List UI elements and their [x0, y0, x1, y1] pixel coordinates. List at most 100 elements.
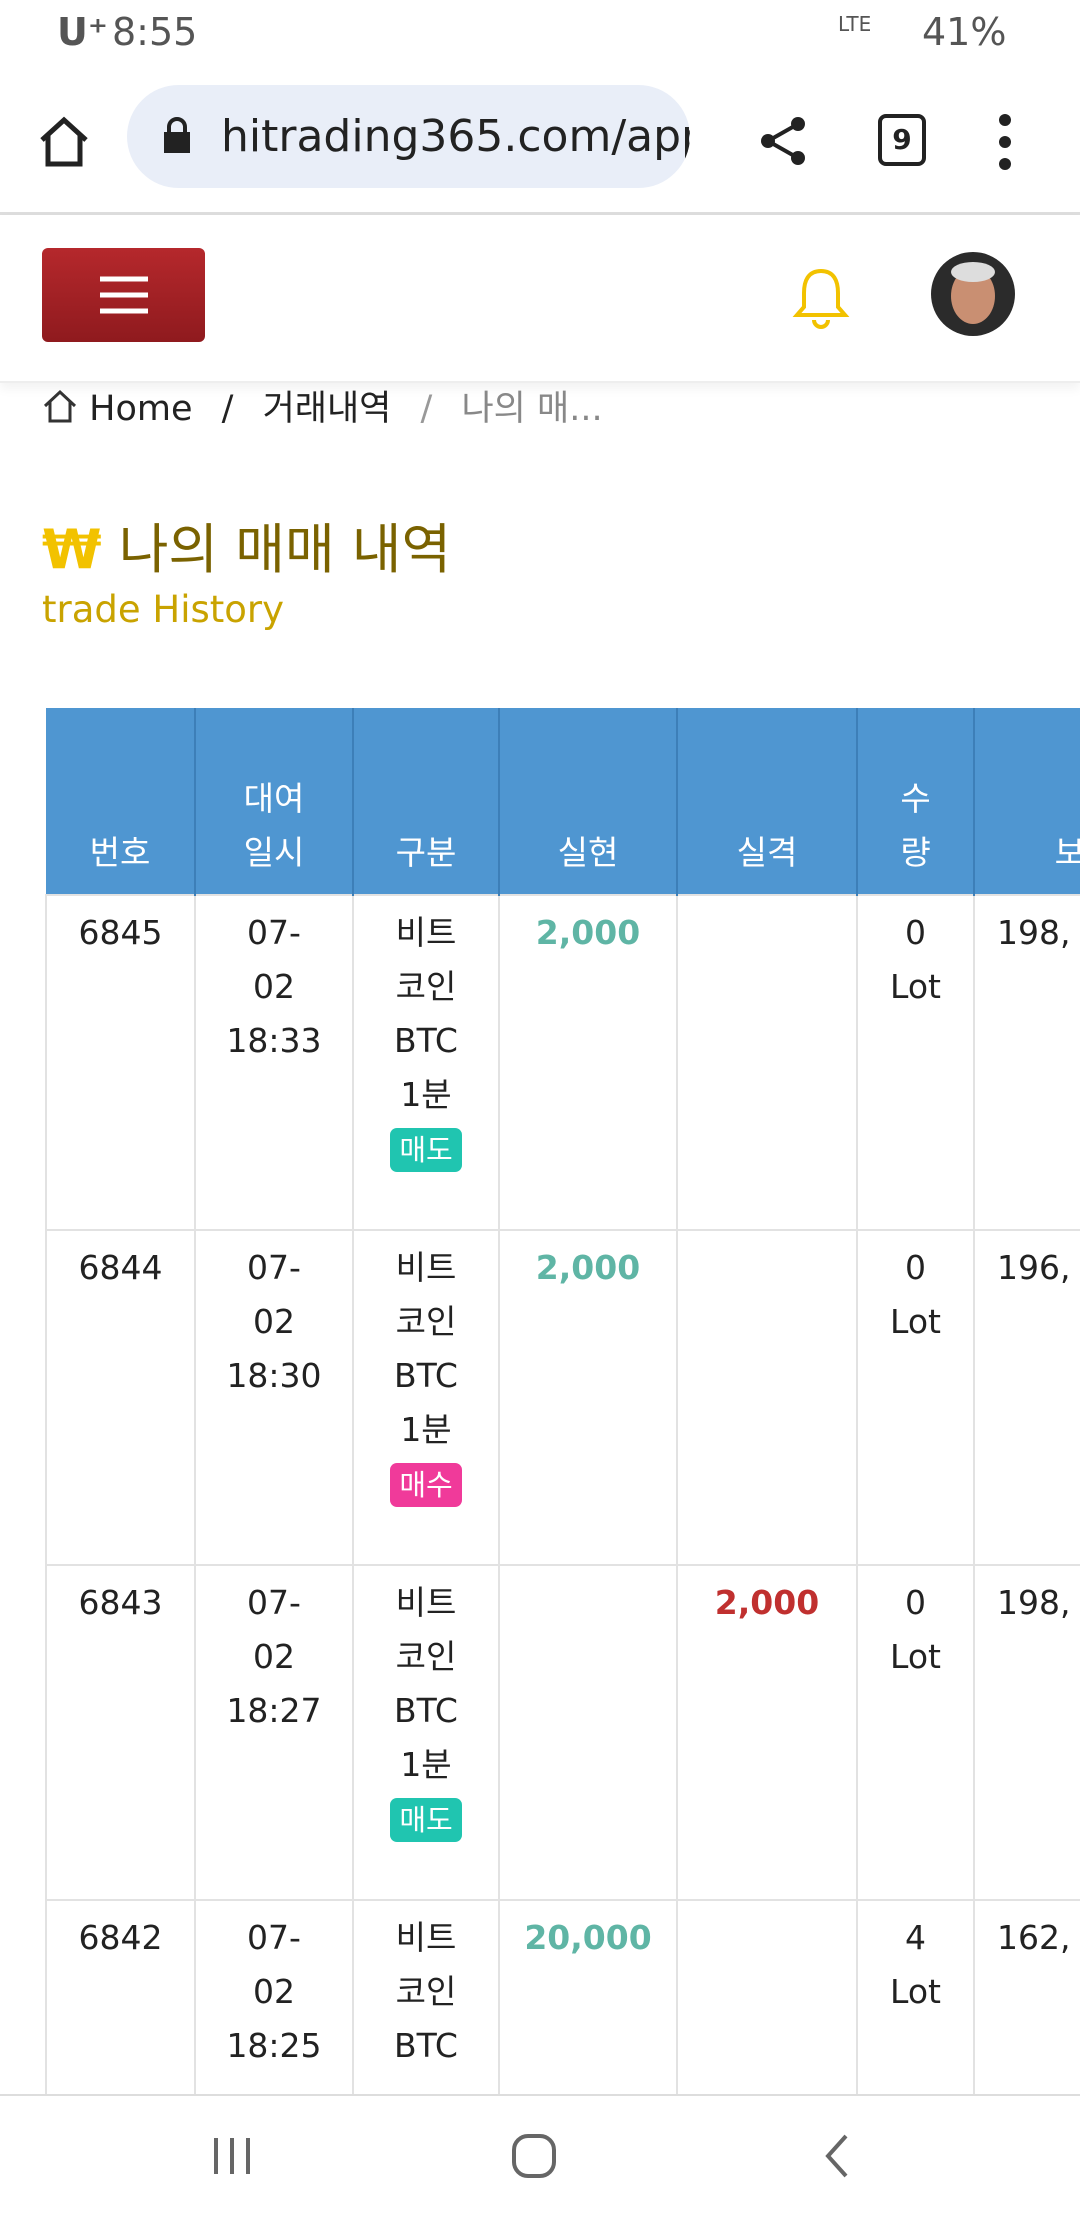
cell-date: 07- 02 18:30: [194, 1229, 354, 1566]
cell-kind: 비트 코인 BTC 1분 매수: [352, 1229, 500, 1566]
profit-value: 2,000: [535, 1248, 641, 1287]
title-text: 나의 매매 내역: [118, 518, 452, 581]
cell-loss: [676, 894, 858, 1231]
url-text: hitrading365.com/app: [221, 111, 690, 162]
kind-line: 1분: [400, 1075, 452, 1114]
header-cell: 구분: [353, 708, 500, 895]
status-bar: U⁺ 8:55 LTE 41%: [0, 0, 1080, 68]
cell-qty: 0 Lot: [856, 894, 975, 1231]
page-subtitle: trade History: [42, 588, 285, 631]
header-text: 실현: [557, 833, 619, 872]
qty-line: Lot: [890, 967, 941, 1006]
kind-line: 비트: [395, 1918, 457, 1957]
kind-line: BTC: [394, 2026, 458, 2065]
cell-qty: 4 Lot: [856, 1899, 975, 2094]
header-text: 실격: [736, 833, 798, 872]
cell-margin: 162,: [973, 1899, 1080, 2094]
cell-loss: [676, 1899, 858, 2094]
cell-margin: 198,: [973, 1564, 1080, 1901]
loss-value: 2,000: [714, 1583, 820, 1622]
cell-loss: [676, 1229, 858, 1566]
more-button[interactable]: [992, 112, 1018, 172]
qty-line: 4: [905, 1918, 926, 1957]
date-line: 07-: [247, 1583, 301, 1622]
carrier: U⁺: [57, 10, 108, 54]
date-line: 18:30: [226, 1356, 322, 1395]
cell-kind: 비트 코인 BTC 1분 매도: [352, 1564, 500, 1901]
nav-bar: [0, 2094, 1080, 2222]
qty-line: Lot: [890, 1637, 941, 1676]
lock-icon: [164, 117, 190, 153]
table-row: 6844 07- 02 18:30 비트 코인 BTC 1분 매수 2,000 0 Lot 196,: [45, 1229, 1080, 1566]
header-cell: 번호: [46, 708, 196, 895]
cell-profit: [498, 1564, 678, 1901]
cell-qty: 0 Lot: [856, 1564, 975, 1901]
header-text: 보증: [1054, 833, 1080, 872]
qty-line: Lot: [890, 1972, 941, 2011]
table-body: 6845 07- 02 18:33 비트 코인 BTC 1분 매도 2,000 0 Lot 198, 68…: [45, 894, 1080, 2094]
header-text: 일시: [243, 833, 305, 872]
header-row: 번호대여일시구분실현실격수량보증: [46, 708, 1080, 895]
qty-line: Lot: [890, 1302, 941, 1341]
kind-line: 비트: [395, 913, 457, 952]
side-tag: 매수: [390, 1463, 462, 1507]
side-tag: 매도: [390, 1128, 462, 1172]
cell-profit: 2,000: [498, 894, 678, 1231]
date-line: 02: [253, 1637, 295, 1676]
kind-line: 코인: [395, 1302, 457, 1341]
browser-bar: hitrading365.com/app 9: [0, 68, 1080, 215]
breadcrumb-link[interactable]: 거래내역: [262, 389, 392, 429]
header-cell: 실현: [499, 708, 678, 895]
date-line: 07-: [247, 913, 301, 952]
home-icon: [43, 389, 77, 423]
table-row: 6842 07- 02 18:25 비트 코인 BTC 20,000 4 Lot 162,: [45, 1899, 1080, 2094]
url-bar[interactable]: hitrading365.com/app: [127, 85, 690, 188]
table-row: 6845 07- 02 18:33 비트 코인 BTC 1분 매도 2,000 0 Lot 198,: [45, 894, 1080, 1231]
date-line: 02: [253, 967, 295, 1006]
kind-line: 코인: [395, 967, 457, 1006]
page-title: ₩ 나의 매매 내역: [42, 505, 451, 584]
date-line: 18:25: [226, 2026, 322, 2065]
menu-button[interactable]: [42, 248, 205, 342]
cell-date: 07- 02 18:25: [194, 1899, 354, 2094]
header-cell: 대여 일시: [195, 708, 354, 895]
profit-value: 2,000: [535, 913, 641, 952]
cell-profit: 20,000: [498, 1899, 678, 2094]
avatar[interactable]: [931, 252, 1015, 336]
breadcrumb-current: 나의 매...: [461, 389, 603, 429]
cell-margin: 196,: [973, 1229, 1080, 1566]
tabs-button[interactable]: 9: [878, 114, 926, 166]
breadcrumb-link[interactable]: Home: [89, 389, 193, 429]
bell-button[interactable]: [792, 265, 850, 329]
date-line: 18:33: [226, 1021, 322, 1060]
date-line: 18:27: [226, 1691, 322, 1730]
profit-value: 20,000: [524, 1918, 652, 1957]
kind-line: 코인: [395, 1972, 457, 2011]
date-line: 07-: [247, 1918, 301, 1957]
app-header: [0, 215, 1080, 383]
network: LTE: [838, 12, 872, 36]
cell-date: 07- 02 18:33: [194, 894, 354, 1231]
side-tag: 매도: [390, 1798, 462, 1842]
kind-line: 비트: [395, 1583, 457, 1622]
header-text: 량: [900, 833, 931, 872]
kind-line: 비트: [395, 1248, 457, 1287]
header-text: 구분: [395, 833, 457, 872]
header-text: 수: [900, 779, 931, 818]
cell-no: 6844: [45, 1229, 196, 1566]
cell-loss: 2,000: [676, 1564, 858, 1901]
back-button[interactable]: [822, 2132, 854, 2180]
date-line: 07-: [247, 1248, 301, 1287]
cell-date: 07- 02 18:27: [194, 1564, 354, 1901]
qty-line: 0: [905, 1583, 926, 1622]
recent-button[interactable]: [210, 2134, 254, 2178]
breadcrumb: Home / 거래내역 / 나의 매...: [42, 385, 603, 433]
home-nav-button[interactable]: [510, 2132, 558, 2180]
cell-qty: 0 Lot: [856, 1229, 975, 1566]
cell-profit: 2,000: [498, 1229, 678, 1566]
home-button[interactable]: [36, 114, 92, 170]
share-button[interactable]: [756, 114, 810, 168]
kind-line: 1분: [400, 1410, 452, 1449]
